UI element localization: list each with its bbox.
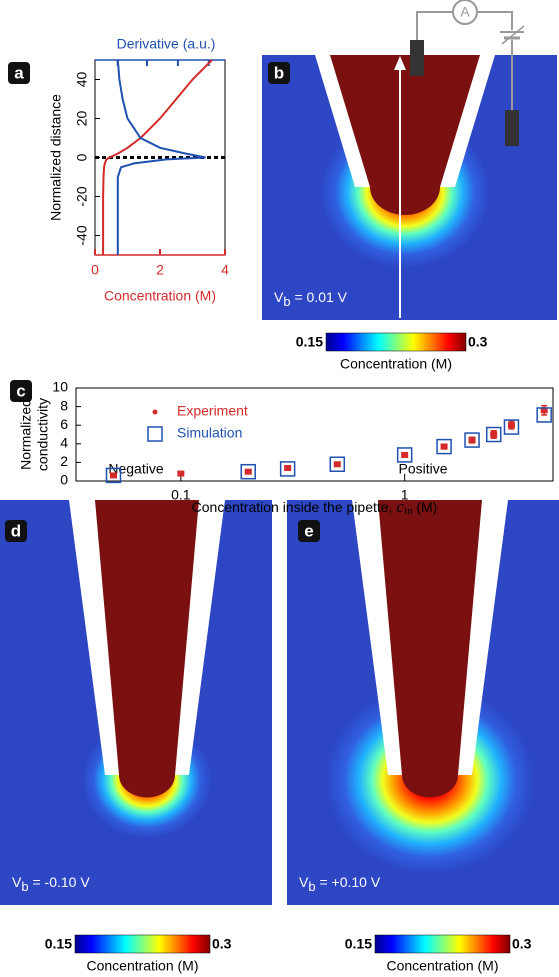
marker (110, 472, 117, 478)
y-tick-label: -20 (74, 186, 90, 206)
pipette-tip (402, 753, 458, 798)
pipette-tip (370, 159, 440, 215)
colorbar-max: 0.3 (512, 936, 532, 952)
panel-title: Positive (398, 461, 447, 477)
y-tick-label: 10 (52, 379, 68, 395)
colorbar-label: Concentration (M) (386, 958, 498, 974)
x-axis-label: Concentration inside the pipette, cin (M… (192, 497, 438, 517)
marker (508, 422, 515, 428)
colorbar-label: Concentration (M) (340, 356, 452, 372)
legend-marker (148, 427, 162, 441)
panel-label: d (11, 521, 21, 540)
x-axis-label: Concentration (M) (104, 288, 216, 304)
heatmap (0, 500, 272, 905)
x-tick-label: 4 (221, 262, 229, 278)
panel-label: e (304, 521, 313, 540)
y-axis-label: conductivity (35, 398, 51, 471)
colorbar-min: 0.15 (345, 936, 372, 952)
ammeter-label: A (460, 4, 470, 20)
y-tick-label: 2 (60, 453, 68, 469)
y-tick-label: 0 (60, 472, 68, 488)
marker (469, 437, 476, 443)
marker (441, 444, 448, 450)
heatmap (287, 500, 559, 905)
colorbar (375, 935, 510, 953)
marker (490, 432, 497, 438)
panel-label: a (14, 63, 24, 82)
legend-marker (153, 410, 158, 415)
y-tick-label: 0 (74, 153, 90, 161)
colorbar (326, 333, 466, 351)
y-tick-label: 40 (74, 72, 90, 88)
marker (401, 452, 408, 458)
colorbar-max: 0.3 (468, 334, 488, 350)
y-tick-label: 8 (60, 397, 68, 413)
x2-axis-label: Derivative (a.u.) (117, 36, 216, 52)
colorbar-max: 0.3 (212, 936, 232, 952)
panel-label: b (274, 63, 284, 82)
marker (245, 469, 252, 475)
colorbar (75, 935, 210, 953)
figure: a-40-2002040024Derivative (a.u.)Concentr… (0, 0, 559, 977)
marker (177, 471, 184, 477)
colorbar-min: 0.15 (296, 334, 323, 350)
electrode (410, 40, 424, 76)
colorbar-min: 0.15 (45, 936, 72, 952)
marker (334, 461, 341, 467)
y-tick-label: 4 (60, 435, 68, 451)
y-tick-label: 6 (60, 416, 68, 432)
x-tick-label: 2 (156, 262, 164, 278)
colorbar-label: Concentration (M) (86, 958, 198, 974)
y-tick-label: -40 (74, 225, 90, 245)
circuit-wire (477, 12, 512, 30)
electrode (505, 110, 519, 146)
marker (284, 465, 291, 471)
y-tick-label: 20 (74, 111, 90, 127)
y-axis-label: Normalized (18, 399, 34, 470)
y-axis-label: Normalized distance (48, 94, 64, 221)
x-tick-label: 0 (91, 262, 99, 278)
legend-label: Experiment (177, 403, 248, 419)
x-tick-label: 0.1 (171, 487, 191, 503)
panel-label: c (16, 381, 25, 400)
pipette-tip (119, 753, 175, 798)
legend-label: Simulation (177, 425, 242, 441)
